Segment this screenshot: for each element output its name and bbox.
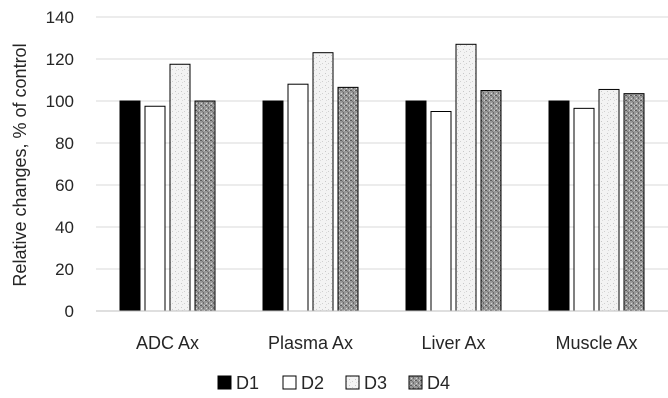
x-tick-label: Liver Ax [421, 333, 485, 353]
x-axis-categories: ADC Ax Plasma Ax Liver Ax Muscle Ax [136, 333, 638, 353]
bar-d3-muscle-ax [598, 88, 620, 312]
legend-swatch-d1 [217, 375, 232, 390]
legend-label-d1: D1 [236, 373, 259, 393]
legend-swatch-d4 [408, 375, 423, 390]
bar-d2-plasma-ax [287, 83, 309, 312]
legend-label-d2: D2 [301, 373, 324, 393]
bar-d3-plasma-ax [312, 52, 334, 312]
bar-d1-plasma-ax [262, 100, 284, 312]
bar-d4-liver-ax [480, 90, 502, 312]
x-tick-label: Muscle Ax [555, 333, 637, 353]
y-tick-label: 140 [46, 8, 74, 27]
bar-d2-liver-ax [430, 111, 452, 312]
y-axis-label: Relative changes, % of control [10, 43, 30, 286]
y-tick-label: 20 [55, 260, 74, 279]
y-tick-label: 80 [55, 134, 74, 153]
y-tick-label: 100 [46, 92, 74, 111]
legend-swatch-d3 [345, 375, 360, 390]
bar-d3-liver-ax [455, 43, 477, 312]
gridlines [96, 16, 668, 270]
bar-d4-muscle-ax [623, 93, 645, 312]
bar-d2-muscle-ax [573, 107, 595, 312]
legend-label-d4: D4 [427, 373, 450, 393]
legend-swatch-d2 [282, 375, 297, 390]
bar-d1-liver-ax [405, 100, 427, 312]
bars [119, 43, 645, 312]
legend: D1 D2 D3 D4 [217, 373, 450, 393]
y-tick-label: 120 [46, 50, 74, 69]
bar-d4-plasma-ax [337, 86, 359, 312]
x-tick-label: ADC Ax [136, 333, 199, 353]
y-tick-label: 0 [65, 302, 74, 321]
y-axis-ticks: 0 20 40 60 80 100 120 140 [46, 8, 74, 321]
bar-d1-adc-ax [119, 100, 141, 312]
bar-d2-adc-ax [144, 105, 166, 312]
y-tick-label: 60 [55, 176, 74, 195]
x-tick-label: Plasma Ax [268, 333, 353, 353]
bar-d1-muscle-ax [548, 100, 570, 312]
bar-d4-adc-ax [194, 100, 216, 312]
legend-label-d3: D3 [364, 373, 387, 393]
y-tick-label: 40 [55, 218, 74, 237]
bar-d3-adc-ax [169, 63, 191, 312]
